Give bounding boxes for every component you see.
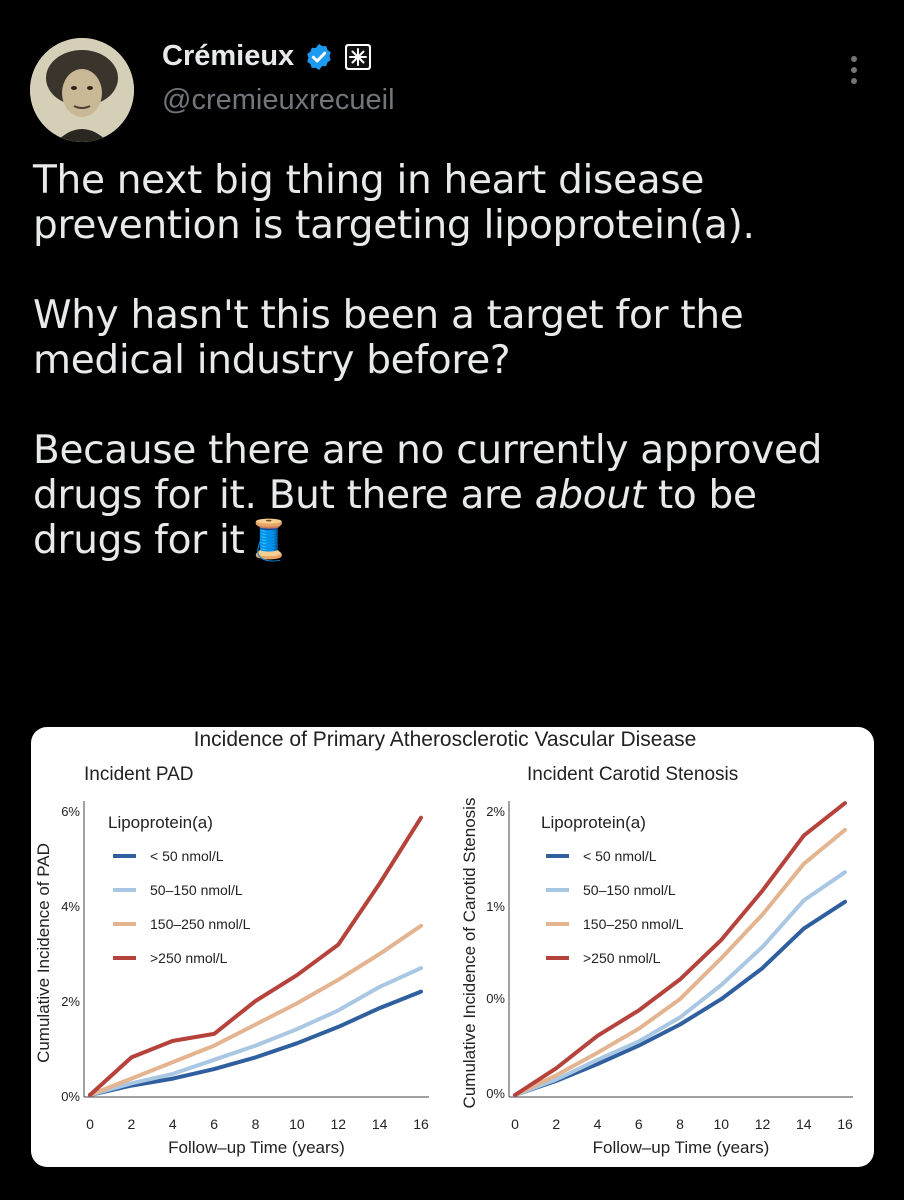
- post-line: prevention is targeting lipoprotein(a).: [33, 203, 755, 248]
- x-tick-label: 6: [635, 1116, 643, 1132]
- y-tick-label: 2%: [61, 994, 80, 1009]
- legend-entry: 50–150 nmol/L: [150, 882, 243, 898]
- post-line: drugs for it. But there are about to be: [33, 473, 883, 518]
- post-emphasis: about: [534, 473, 646, 518]
- x-tick-label: 14: [372, 1116, 388, 1132]
- verified-badge-icon: [307, 43, 331, 70]
- legend-entry: >250 nmol/L: [150, 950, 228, 966]
- series-line: [88, 815, 423, 1097]
- x-tick-label: 12: [330, 1116, 346, 1132]
- author-name[interactable]: Crémieux: [162, 40, 295, 72]
- legend-entry: < 50 nmol/L: [150, 848, 224, 864]
- x-axis-label: Follow–up Time (years): [593, 1138, 770, 1157]
- author-handle[interactable]: @cremieuxrecueil: [162, 84, 395, 116]
- y-axis-label: Cumulative Incidence of Carotid Stenosis: [460, 798, 479, 1109]
- x-tick-label: 2: [127, 1116, 135, 1132]
- post-segment: drugs for it: [33, 518, 245, 563]
- author-name-row[interactable]: Crémieux: [162, 40, 372, 73]
- chart-panel-carotid: Incident Carotid Stenosis Cumulative Inci…: [460, 764, 853, 1157]
- legend-title: Lipoprotein(a): [108, 813, 213, 832]
- series-line: [88, 923, 423, 1097]
- y-tick-label: 0%: [486, 991, 505, 1006]
- y-tick-label: 2%: [486, 804, 505, 819]
- series-line: [513, 870, 847, 1097]
- post-segment: to be: [645, 473, 757, 518]
- post-media-image[interactable]: Incidence of Primary Atherosclerotic Vas…: [31, 727, 874, 1167]
- legend-entry: 50–150 nmol/L: [583, 882, 676, 898]
- legend-entry: >250 nmol/L: [583, 950, 661, 966]
- series-line: [513, 899, 847, 1097]
- y-tick-label: 4%: [61, 899, 80, 914]
- x-tick-label: 16: [413, 1116, 429, 1132]
- x-tick-label: 4: [594, 1116, 602, 1132]
- post-line: Because there are no currently approved: [33, 428, 823, 473]
- y-axis-label: Cumulative Incidence of PAD: [34, 843, 53, 1063]
- legend-title: Lipoprotein(a): [541, 813, 646, 832]
- x-tick-label: 8: [676, 1116, 684, 1132]
- y-tick-label: 6%: [61, 804, 80, 819]
- more-options-icon: [851, 56, 857, 62]
- x-axis-label: Follow–up Time (years): [168, 1138, 345, 1157]
- y-tick-label: 0%: [61, 1089, 80, 1104]
- thread-emoji-icon: 🧵: [244, 518, 294, 563]
- more-options-button[interactable]: [846, 56, 862, 92]
- avatar-portrait-icon: [30, 38, 134, 142]
- post-line: The next big thing in heart disease: [33, 158, 705, 203]
- post-line: drugs for it🧵: [33, 518, 883, 563]
- x-tick-label: 0: [511, 1116, 519, 1132]
- x-tick-label: 14: [796, 1116, 812, 1132]
- x-tick-label: 10: [713, 1116, 729, 1132]
- x-tick-label: 2: [552, 1116, 560, 1132]
- chart-panel-pad: Incident PAD Cumulative Incidence of PAD 0…: [34, 764, 429, 1157]
- x-tick-label: 6: [210, 1116, 218, 1132]
- post-line: medical industry before?: [33, 338, 511, 383]
- x-tick-label: 16: [837, 1116, 853, 1132]
- figure-title: Incidence of Primary Atherosclerotic Vas…: [194, 728, 697, 751]
- x-tick-label: 12: [755, 1116, 771, 1132]
- x-tick-label: 4: [169, 1116, 177, 1132]
- x-tick-label: 8: [252, 1116, 260, 1132]
- x-tick-label: 10: [289, 1116, 305, 1132]
- post-line: Why hasn't this been a target for the: [33, 293, 744, 338]
- series-line: [513, 801, 847, 1097]
- panel-title: Incident Carotid Stenosis: [527, 764, 738, 785]
- post-text: The next big thing in heart disease prev…: [33, 158, 883, 563]
- legend-entry: < 50 nmol/L: [583, 848, 657, 864]
- legend-entry: 150–250 nmol/L: [583, 916, 684, 932]
- series-line: [513, 827, 847, 1097]
- y-tick-label: 1%: [486, 899, 505, 914]
- y-tick-label: 0%: [486, 1086, 505, 1101]
- chart-figure: Incidence of Primary Atherosclerotic Vas…: [34, 728, 853, 1157]
- series-line: [88, 966, 423, 1097]
- series-line: [88, 989, 423, 1097]
- panel-title: Incident PAD: [84, 764, 193, 785]
- avatar[interactable]: [30, 38, 134, 142]
- post-segment: drugs for it. But there are: [33, 473, 535, 518]
- x-tick-label: 0: [86, 1116, 94, 1132]
- affiliate-badge-icon[interactable]: [344, 43, 372, 71]
- legend-entry: 150–250 nmol/L: [150, 916, 251, 932]
